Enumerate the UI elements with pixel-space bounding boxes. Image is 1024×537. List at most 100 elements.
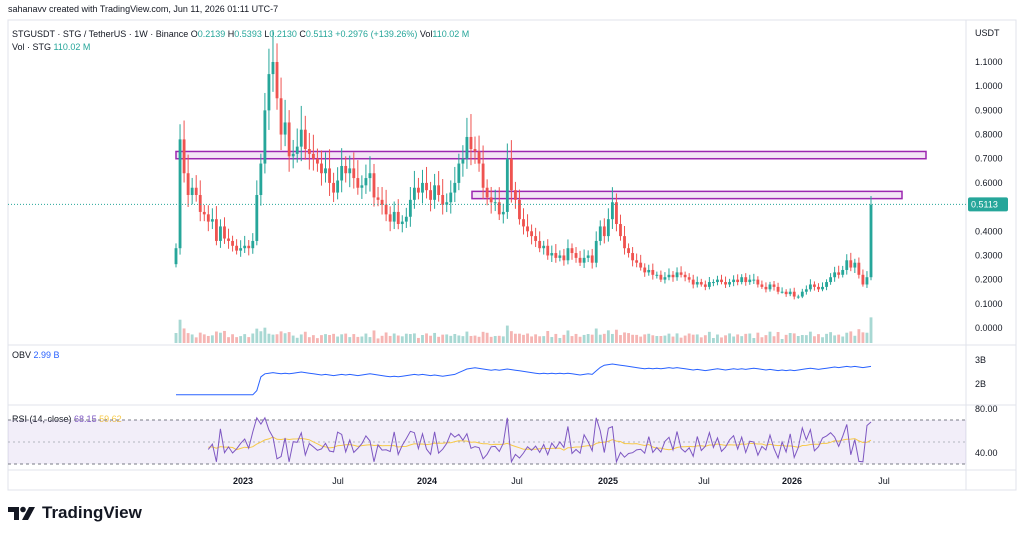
volume-bar [716, 334, 719, 343]
volume-bar [590, 334, 594, 343]
volume-bar [182, 328, 186, 343]
volume-bar [865, 332, 869, 343]
volume-bar [316, 338, 319, 343]
rsi-value: 68.15 [74, 414, 97, 424]
candle-body [647, 269, 651, 273]
price-tick-label: 0.8000 [975, 130, 1003, 140]
obv-legend[interactable]: OBV 2.99 B [12, 350, 60, 360]
obv-value: 2.99 B [33, 350, 60, 360]
candle-body [509, 158, 513, 191]
candle-body [239, 248, 243, 251]
volume-bar [570, 336, 574, 343]
volume-bar [808, 331, 812, 343]
candle-body [615, 202, 618, 225]
candle-body [441, 195, 445, 205]
volume-bar [417, 337, 420, 343]
volume-bar [178, 319, 182, 343]
candle-body [833, 272, 837, 278]
volume-bar [530, 336, 533, 343]
volume-bar [635, 334, 639, 343]
candle-body [716, 279, 719, 283]
volume-bar [748, 333, 752, 343]
candle-body [724, 282, 727, 285]
volume-bar [691, 334, 695, 343]
candle-body [784, 291, 788, 295]
volume-bar [421, 335, 424, 343]
price-tick-label: 1.1000 [975, 57, 1003, 67]
volume-bar [340, 334, 344, 343]
resistance-zones[interactable] [175, 150, 927, 200]
volume-value: 110.02 M [53, 42, 91, 52]
rsi-legend[interactable]: RSI (14, close) 68.15 59.62 [12, 414, 122, 424]
candle-body [768, 284, 772, 290]
candle-body [461, 158, 465, 164]
candle-body [251, 240, 255, 249]
volume-bar [707, 331, 711, 343]
candle-body [449, 192, 453, 203]
volume-bar [562, 334, 566, 343]
symbol-legend[interactable]: STGUSDT · STG / TetherUS · 1W · Binance … [12, 29, 469, 39]
volume-bar [501, 336, 505, 343]
price-tick-label: 0.6000 [975, 178, 1003, 188]
candle-body [283, 122, 287, 135]
volume-bar [400, 336, 404, 343]
time-tick-label: 2025 [598, 476, 618, 486]
candle-body [602, 226, 606, 237]
candle-body [703, 284, 707, 287]
volume-bar [485, 332, 489, 343]
volume-legend[interactable]: Vol · STG 110.02 M [12, 42, 90, 52]
volume-bar [271, 334, 275, 343]
candle-body [683, 274, 687, 278]
vol-label: Vol [419, 29, 433, 39]
candle-body [453, 182, 457, 193]
volume-bar [190, 334, 194, 343]
tradingview-logo-icon [8, 506, 35, 520]
volume-bar [275, 334, 279, 343]
candle-body [829, 277, 833, 283]
volume-bar [279, 331, 283, 343]
volume-bar [186, 333, 190, 343]
candle-body [752, 279, 756, 281]
price-tick-label: 0.2000 [975, 275, 1003, 285]
time-tick-label: 2024 [417, 476, 437, 486]
candle-body [558, 255, 562, 258]
candle-body [522, 219, 525, 227]
chart-canvas[interactable]: 3B 2B 80.00 40.00 1.1000 1.0000 0.9000 0.8000… [0, 0, 1024, 500]
candle-body [699, 282, 703, 285]
candle-body [610, 202, 614, 220]
candle-body [756, 279, 760, 285]
volume-bar [453, 334, 457, 343]
candle-body [473, 149, 477, 152]
volume-bar [429, 335, 432, 343]
obv-line [176, 363, 872, 396]
candle-body [562, 255, 566, 261]
volume-bar [720, 337, 723, 343]
volume-bar [837, 334, 841, 343]
candle-body [659, 274, 663, 280]
volume-bar [368, 337, 372, 343]
candle-body [328, 168, 331, 183]
candle-body [675, 272, 679, 278]
credit-text: sahanavv created with TradingView.com, J… [8, 4, 279, 14]
candles[interactable] [174, 30, 873, 300]
tradingview-logo[interactable]: TradingView [8, 503, 142, 523]
candle-body [198, 195, 202, 212]
volume-bar [736, 334, 740, 343]
volume-bar [619, 335, 622, 343]
volume-bar [392, 333, 396, 343]
candle-body [687, 277, 691, 280]
volume-bar [833, 335, 837, 343]
chart-frame [7, 19, 1017, 491]
candle-body [505, 158, 509, 212]
volume-bar [372, 330, 376, 343]
price-tick-label: 0.7000 [975, 154, 1003, 164]
volume-bar [522, 334, 525, 343]
symbol-title: STGUSDT · STG / TetherUS · 1W · Binance [12, 29, 189, 39]
volume-bar [538, 336, 542, 343]
volume-bar [425, 333, 428, 343]
candle-body [623, 236, 626, 249]
candle-body [667, 274, 671, 278]
candle-body [210, 219, 214, 222]
candle-body [817, 286, 820, 290]
price-tick-label: 0.0000 [975, 323, 1003, 333]
